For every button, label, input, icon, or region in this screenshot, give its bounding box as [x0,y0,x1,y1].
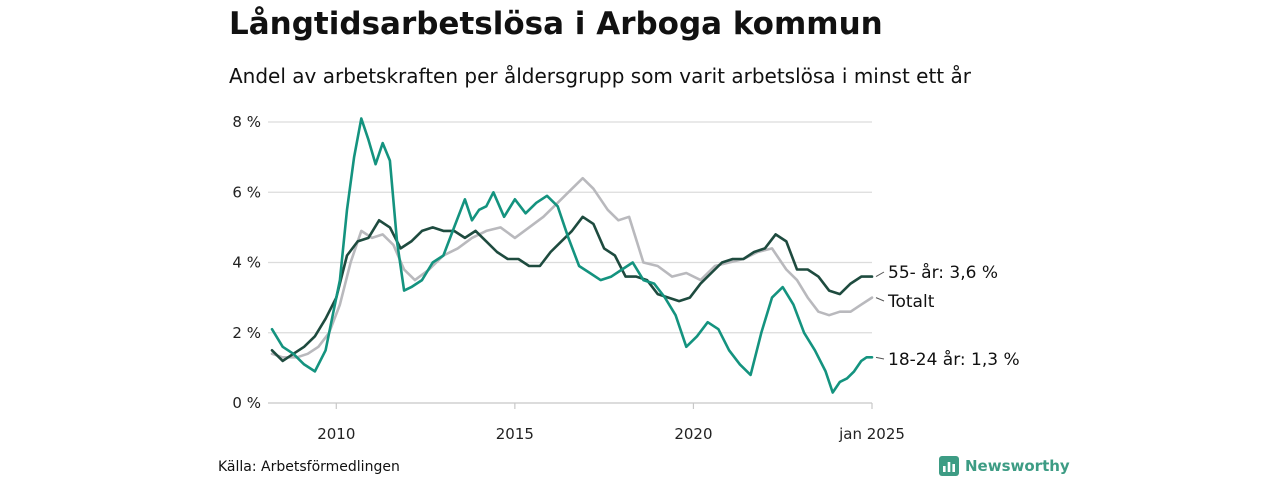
chart-subtitle: Andel av arbetskraften per åldersgrupp s… [229,64,971,88]
series-line-total [270,176,874,359]
y-tick-label: 6 % [232,183,261,201]
end-label-total: Totalt [887,292,935,312]
end-label-leader [875,271,885,277]
y-tick-label: 4 % [232,254,261,272]
source-note: Källa: Arbetsförmedlingen [218,459,400,475]
brand-name: Newsworthy [965,457,1070,475]
end-labels: 55- år: 3,6 % Totalt 18-24 år: 1,3 % [875,262,1020,370]
grid-lines [268,121,872,404]
x-axis-ticks: 2010 2015 2020 jan 2025 [317,403,905,443]
y-tick-label: 8 % [232,113,261,131]
x-tick-label: 2010 [317,425,355,443]
y-tick-label: 2 % [232,324,261,342]
newsworthy-logo-icon [939,456,959,476]
series-line-senior [270,215,874,363]
x-tick-label: jan 2025 [838,425,905,443]
series-lines [270,117,874,394]
end-label-leader [875,297,885,302]
end-label-senior: 55- år: 3,6 % [888,262,998,283]
y-tick-label: 0 % [232,394,261,412]
end-label-youth: 18-24 år: 1,3 % [888,349,1020,370]
brand-logo: Newsworthy [939,456,1070,476]
x-tick-label: 2020 [674,425,712,443]
chart-title: Långtidsarbetslösa i Arboga kommun [229,6,883,42]
x-tick-label: 2015 [496,425,534,443]
y-axis-ticks: 0 % 2 % 4 % 6 % 8 % [232,113,261,412]
series-line-youth [270,117,874,394]
end-label-leader [875,356,885,360]
